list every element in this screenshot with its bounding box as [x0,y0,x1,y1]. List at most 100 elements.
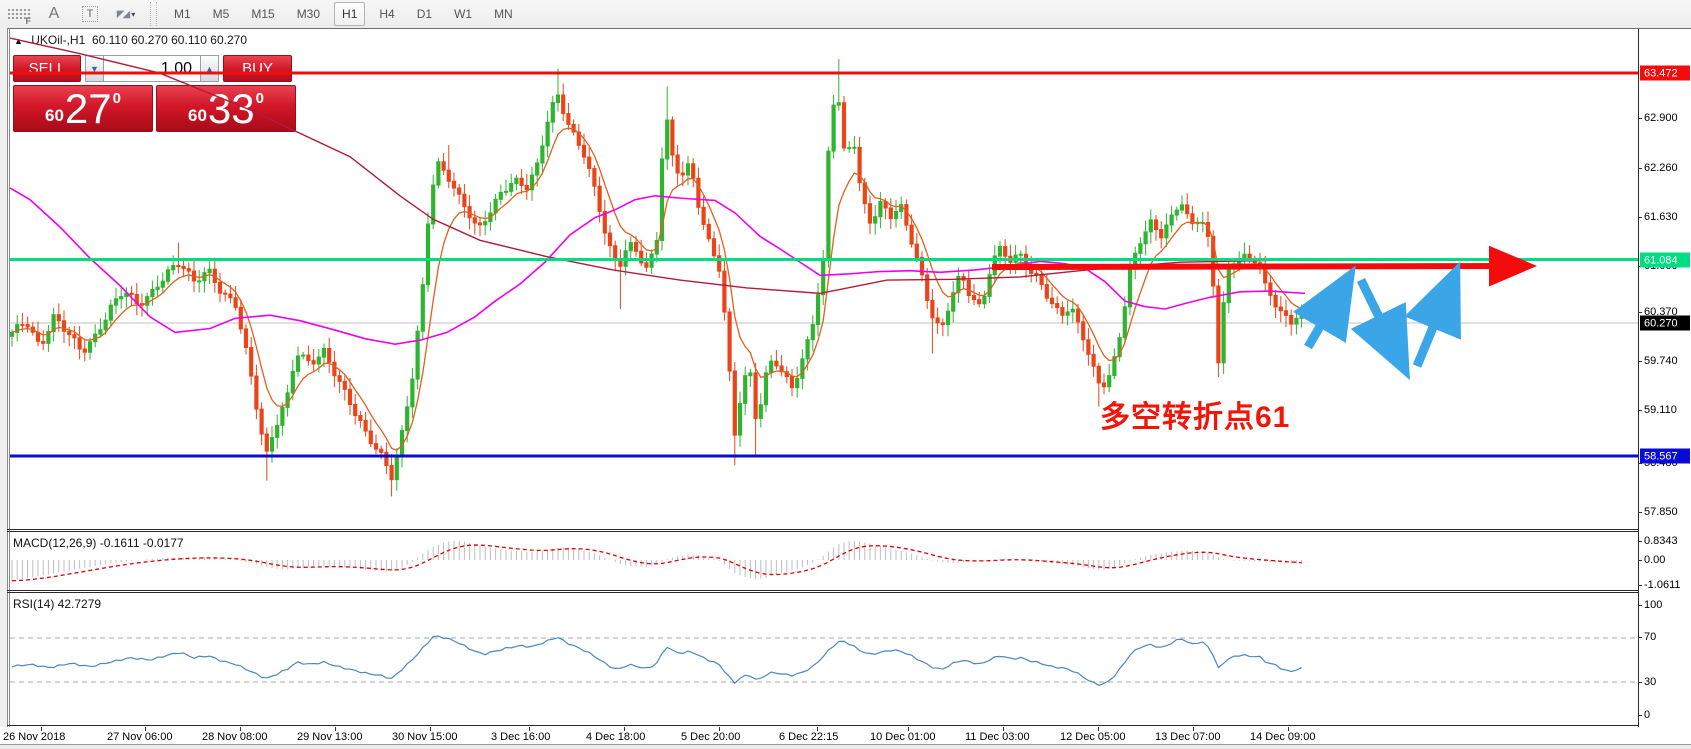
time-axis [0,727,1691,744]
text-label-icon[interactable]: T [78,3,102,25]
macd-tick-mark [1638,585,1642,586]
price-badge-63.472: 63.472 [1640,65,1690,81]
panel-divider-2[interactable] [7,590,1691,591]
candlesticks [9,59,1304,497]
time-tick-mark [817,727,818,731]
price-tick-label: 59.110 [1644,404,1677,416]
price-badge-58.567: 58.567 [1640,448,1690,464]
price-badge-60.270: 60.270 [1640,315,1690,331]
timeframe-button-h4[interactable]: H4 [379,7,395,21]
time-tick-mark [1288,727,1289,731]
window-bottom-strip [0,744,1691,749]
volume-decrease-button[interactable]: ▼ [85,55,104,82]
rsi-tick-mark [1638,637,1642,638]
blue-zigzag-arrow-1[interactable] [1293,265,1356,350]
timeframe-button-m15[interactable]: M15 [251,7,275,21]
time-tick-mark [430,727,431,731]
arrow-draw-glyph: A [48,5,60,22]
timeframe-button-h1[interactable]: H1 [334,2,366,26]
sell-price-sup: 0 [112,90,121,107]
rsi-tick-mark [1638,682,1642,683]
panel-divider-2b [7,592,1691,593]
time-label: 30 Nov 15:00 [392,731,458,743]
one-click-trading-panel: SELL ▼ ▲ BUY 60 27 0 60 33 0 [13,55,296,132]
time-label: 11 Dec 03:00 [965,731,1030,743]
price-tick-label: 62.260 [1644,162,1678,174]
macd-tick-label: 0.8343 [1644,535,1678,547]
rsi-tick-label: 0 [1644,709,1651,721]
time-label: 10 Dec 01:00 [870,731,936,743]
arrows-object-glyph: ◤◢ [116,8,130,20]
panel-divider-1b [7,531,1691,532]
timeframe-button-d1[interactable]: D1 [416,7,433,21]
macd-tick-label: 0.00 [1644,554,1666,566]
price-tick-mark [1638,463,1642,464]
timeframe-button-mn[interactable]: MN [494,7,513,21]
timeframe-buttons: M1 M5 M15 M30 H1 H4 D1 W1 MN [163,2,524,26]
time-tick-mark [1098,727,1099,731]
macd-tick-mark [1638,560,1642,561]
time-tick-mark [529,727,530,731]
buy-price-sup: 0 [255,90,264,107]
fibonacci-levels-icon[interactable]: F [6,3,32,26]
arrow-draw-icon[interactable]: A [42,3,66,25]
sell-price-display[interactable]: 60 27 0 [13,85,153,132]
time-tick-mark [41,727,42,731]
time-label: 14 Dec 09:00 [1250,731,1316,743]
rsi-tick-mark [1638,605,1642,606]
time-tick-mark [1193,727,1194,731]
red-trend-arrow[interactable] [991,245,1537,287]
timeframe-button-w1[interactable]: W1 [454,7,473,21]
price-tick-label: 60.370 [1644,306,1678,318]
panel-divider-3[interactable] [7,725,1691,726]
time-label: 27 Nov 06:00 [107,731,173,743]
price-tick-mark [1638,168,1642,169]
price-badge-61.084: 61.084 [1640,252,1690,268]
symbol-header: ▲ UKOil-,H1 60.110 60.270 60.110 60.270 [14,33,247,47]
chart-window-border [0,28,1691,29]
collapse-triangle-icon[interactable]: ▲ [14,36,23,46]
volume-increase-button[interactable]: ▲ [200,55,219,82]
timeframe-button-m30[interactable]: M30 [296,7,321,21]
panel-divider-1[interactable] [7,529,1691,530]
price-tick-label: 62.900 [1644,112,1678,124]
fibonacci-letter: F [25,16,32,26]
symbol-title: UKOil-,H1 [31,33,86,47]
text-label-glyph: T [81,6,99,22]
chart-left-frame-line [9,28,10,744]
time-label: 28 Nov 08:00 [202,731,268,743]
blue-zigzag-arrow-2[interactable] [1350,278,1410,381]
ohlc-readout: 60.110 60.270 60.110 60.270 [91,33,247,47]
rsi-tick-label: 30 [1644,676,1657,688]
rsi-tick-label: 70 [1644,631,1657,643]
price-axis-column [1638,29,1691,727]
time-tick-mark [719,727,720,731]
volume-input[interactable] [104,55,200,82]
time-label: 13 Dec 07:00 [1155,731,1221,743]
price-tick-label: 61.630 [1644,211,1678,223]
arrows-object-icon[interactable]: ◤◢ ▾ [114,3,138,25]
price-tick-mark [1638,512,1642,513]
price-tick-label: 57.850 [1644,506,1678,518]
price-tick-mark [1638,361,1642,362]
timeframe-button-m5[interactable]: M5 [212,7,230,21]
buy-price-prefix: 60 [188,106,207,125]
price-tick-mark [1638,410,1642,411]
blue-zigzag-arrow-3[interactable] [1404,261,1461,368]
chart-left-frame [0,28,8,744]
macd-tick-label: -1.0611 [1644,579,1681,591]
time-tick-mark [624,727,625,731]
sell-price-big: 27 [64,84,112,132]
annotation-text: 多空转折点61 [1100,401,1291,434]
sell-price-prefix: 60 [45,106,64,125]
time-label: 29 Nov 13:00 [297,731,363,743]
time-label: 4 Dec 18:00 [586,731,646,743]
price-tick-mark [1638,312,1642,313]
time-label: 3 Dec 16:00 [491,731,551,743]
timeframe-button-m1[interactable]: M1 [174,7,191,21]
time-label: 12 Dec 05:00 [1060,731,1126,743]
dropdown-caret-icon[interactable]: ▾ [131,9,136,19]
rsi-tick-label: 100 [1644,599,1663,611]
